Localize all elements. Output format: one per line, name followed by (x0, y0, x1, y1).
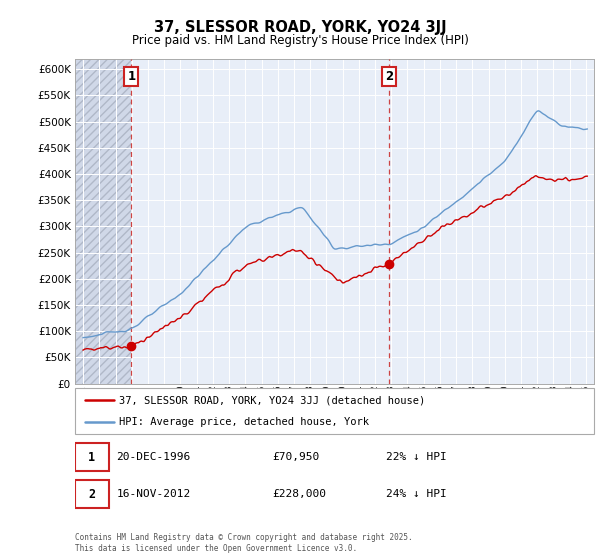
Text: HPI: Average price, detached house, York: HPI: Average price, detached house, York (119, 417, 369, 427)
Text: 20-DEC-1996: 20-DEC-1996 (116, 452, 191, 462)
Text: 37, SLESSOR ROAD, YORK, YO24 3JJ (detached house): 37, SLESSOR ROAD, YORK, YO24 3JJ (detach… (119, 395, 425, 405)
Text: 2: 2 (88, 488, 95, 501)
Text: 1: 1 (88, 451, 95, 464)
Text: 37, SLESSOR ROAD, YORK, YO24 3JJ: 37, SLESSOR ROAD, YORK, YO24 3JJ (154, 20, 446, 35)
Text: Price paid vs. HM Land Registry's House Price Index (HPI): Price paid vs. HM Land Registry's House … (131, 34, 469, 46)
Text: 22% ↓ HPI: 22% ↓ HPI (386, 452, 447, 462)
Text: 1: 1 (127, 70, 136, 83)
Text: 24% ↓ HPI: 24% ↓ HPI (386, 489, 447, 499)
FancyBboxPatch shape (75, 444, 109, 471)
Text: Contains HM Land Registry data © Crown copyright and database right 2025.
This d: Contains HM Land Registry data © Crown c… (75, 533, 413, 553)
FancyBboxPatch shape (75, 388, 594, 434)
Text: £70,950: £70,950 (272, 452, 319, 462)
Text: £228,000: £228,000 (272, 489, 326, 499)
FancyBboxPatch shape (75, 480, 109, 508)
Text: 16-NOV-2012: 16-NOV-2012 (116, 489, 191, 499)
Bar (75, 59, 131, 384)
Text: 2: 2 (385, 70, 394, 83)
